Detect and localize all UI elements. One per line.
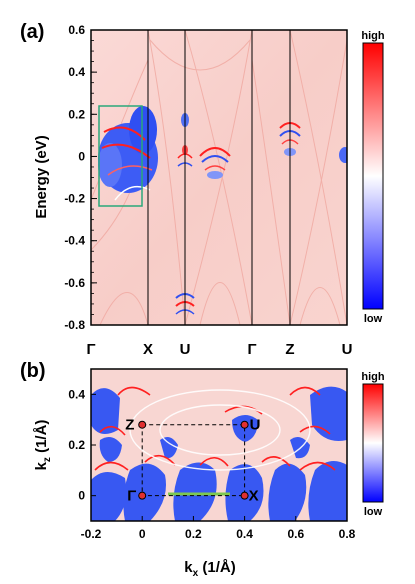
panel-a-heatmap bbox=[91, 30, 347, 325]
x-tick-label: 0.6 bbox=[287, 527, 304, 541]
brillouin-zone-box bbox=[141, 424, 246, 497]
panel-b-x-axis-label: kx (1/Å) bbox=[184, 559, 235, 579]
panel-a-y-ticks: -0.8 -0.6 -0.4 -0.2 0 0.2 0.4 0.6 bbox=[64, 23, 97, 332]
y-tick-label: 0.6 bbox=[68, 23, 85, 37]
panel-b-y-ticks: 0 0.2 0.4 bbox=[68, 387, 96, 503]
x-tick-label: 0.4 bbox=[236, 527, 253, 541]
colorbar-b-high: high bbox=[361, 371, 384, 383]
x-tick-label: -0.2 bbox=[81, 527, 102, 541]
y-tick-label: -0.4 bbox=[64, 234, 85, 248]
y-tick-label: 0.2 bbox=[68, 107, 85, 121]
panel-a-label: (a) bbox=[20, 21, 44, 43]
colorbar-a-low: low bbox=[364, 313, 383, 325]
y-tick-label: 0 bbox=[78, 149, 85, 163]
panel-b-label: (b) bbox=[20, 360, 46, 382]
k-path-label: U bbox=[342, 341, 353, 358]
k-path-label: Γ bbox=[86, 341, 95, 358]
high-symmetry-points: Γ X Z U bbox=[125, 417, 260, 505]
x-tick-label: 0.8 bbox=[339, 527, 356, 541]
colorbar-b-low: low bbox=[364, 506, 383, 518]
point-label: Γ bbox=[127, 488, 136, 505]
y-tick-label: 0 bbox=[78, 489, 85, 503]
panel-a-y-axis-label: Energy (eV) bbox=[33, 135, 50, 218]
point-label: U bbox=[250, 417, 261, 434]
point-marker bbox=[138, 420, 147, 429]
y-tick-label: -0.6 bbox=[64, 276, 85, 290]
y-tick-label: -0.2 bbox=[64, 192, 85, 206]
x-tick-label: 0.2 bbox=[185, 527, 202, 541]
point-marker bbox=[138, 491, 147, 500]
panel-b-colorbar: high low bbox=[361, 371, 384, 518]
point-label: Z bbox=[125, 417, 134, 434]
point-marker bbox=[240, 491, 249, 500]
features-u-gamma bbox=[199, 147, 231, 179]
y-tick-label: 0.4 bbox=[68, 65, 85, 79]
k-path-label: Z bbox=[285, 341, 294, 358]
k-path-label: Γ bbox=[247, 341, 256, 358]
point-marker bbox=[240, 420, 249, 429]
x-tick-label: 0 bbox=[139, 527, 146, 541]
panel-b-y-axis-label: kz (1/Å) bbox=[33, 420, 53, 471]
k-path-label: U bbox=[180, 341, 191, 358]
y-tick-label: 0.2 bbox=[68, 438, 85, 452]
panel-a-colorbar: high low bbox=[361, 30, 384, 325]
point-label: X bbox=[249, 488, 259, 505]
colorbar-a-high: high bbox=[361, 30, 384, 42]
k-path-lines bbox=[147, 30, 291, 325]
highlight-box bbox=[98, 105, 143, 207]
y-tick-label: -0.8 bbox=[64, 318, 85, 332]
panel-b-heatmap: Γ X Z U bbox=[91, 369, 347, 521]
k-path-label: X bbox=[143, 341, 153, 358]
y-tick-label: 0.4 bbox=[68, 387, 85, 401]
panel-b-x-ticks: -0.2 0 0.2 0.4 0.6 0.8 bbox=[81, 516, 356, 541]
blue-pocket-gamma-x bbox=[98, 106, 158, 201]
